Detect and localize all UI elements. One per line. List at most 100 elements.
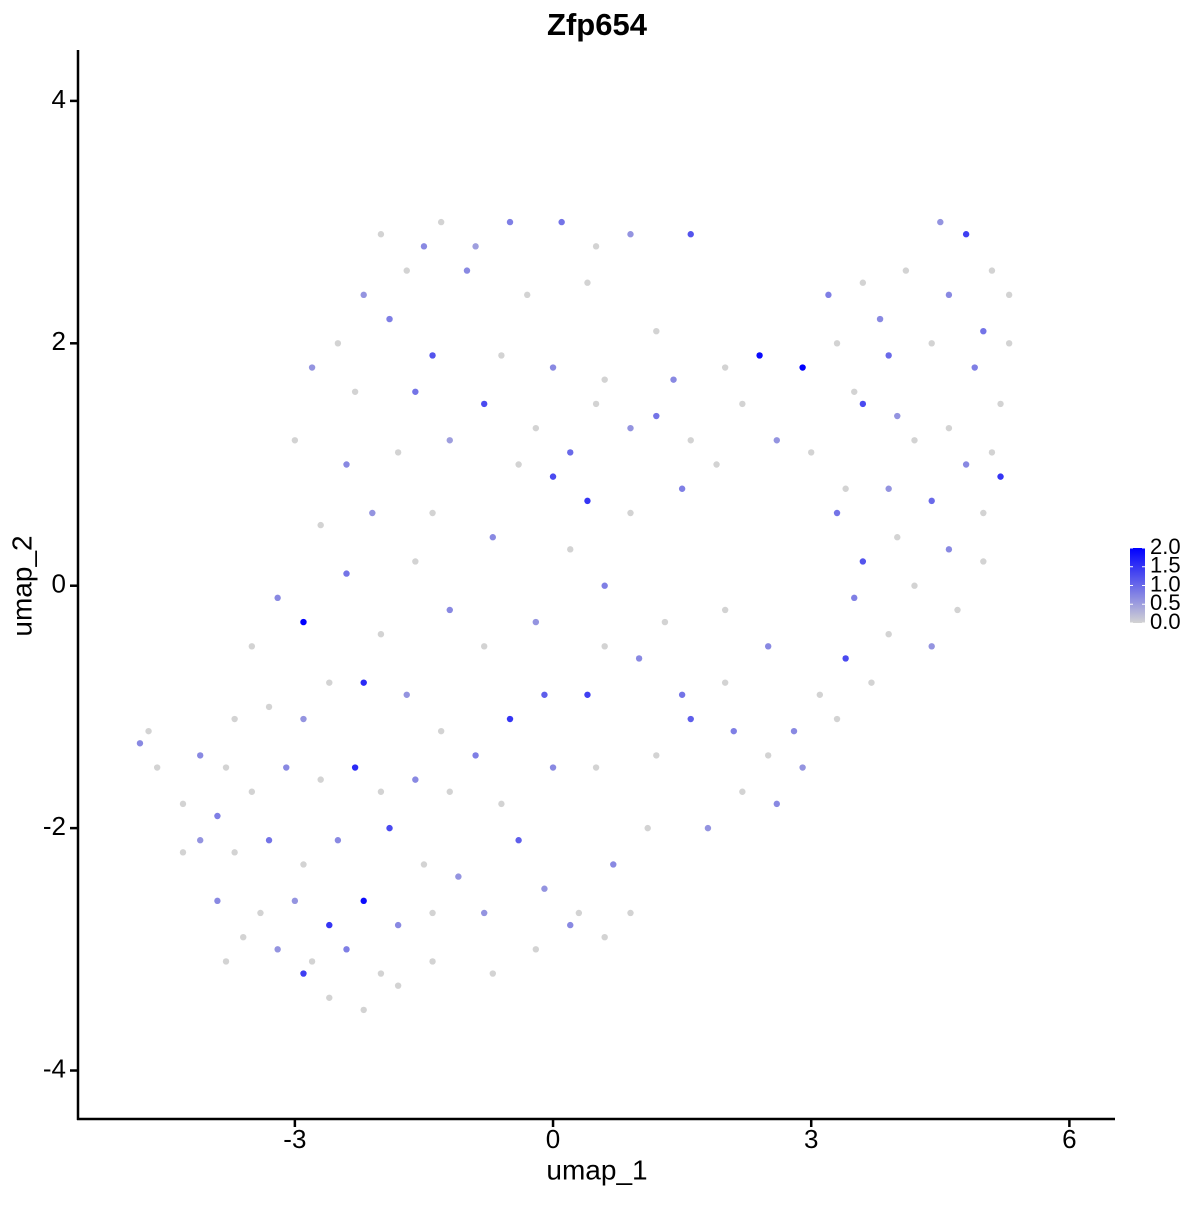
point [541, 691, 548, 698]
point [687, 715, 694, 723]
point [687, 231, 694, 238]
point [859, 279, 867, 286]
point [808, 449, 815, 456]
point [524, 291, 531, 299]
point [894, 412, 901, 420]
point [360, 897, 367, 905]
point [962, 461, 970, 468]
point [928, 340, 935, 347]
x-tick-label: 0 [546, 1124, 560, 1154]
point [988, 449, 996, 456]
point [868, 679, 875, 686]
x-tick-label: 3 [804, 1124, 818, 1154]
y-tick-label: 2 [52, 326, 66, 356]
point [480, 400, 488, 408]
x-axis-label: umap_1 [546, 1154, 647, 1185]
point [222, 958, 230, 965]
point [377, 788, 385, 795]
y-tick-label: -4 [43, 1053, 66, 1083]
point [730, 727, 737, 735]
point [377, 630, 385, 638]
point [360, 291, 367, 299]
point [653, 327, 660, 335]
colorbar-label: 0.0 [1150, 609, 1181, 634]
point [472, 243, 479, 250]
point [300, 618, 307, 626]
point [489, 970, 496, 977]
point [601, 376, 608, 383]
point [326, 994, 333, 1001]
point [437, 218, 445, 226]
point [403, 691, 410, 698]
point [317, 521, 324, 529]
point [429, 909, 436, 917]
point [179, 800, 187, 808]
point [532, 618, 540, 626]
point [1005, 291, 1013, 299]
point [627, 509, 634, 517]
point [902, 267, 910, 274]
point [825, 291, 832, 299]
point [403, 267, 410, 274]
point [773, 800, 780, 808]
point [833, 509, 841, 517]
point [687, 437, 694, 444]
point [326, 679, 333, 686]
point [248, 788, 256, 795]
point [498, 800, 505, 808]
y-tick-label: -2 [43, 811, 66, 841]
point [584, 497, 591, 505]
point [549, 764, 557, 771]
point [472, 752, 479, 759]
point [283, 764, 290, 771]
point [386, 824, 393, 832]
point [756, 352, 763, 359]
point [145, 727, 152, 735]
point [833, 715, 841, 723]
point [764, 643, 772, 650]
point [842, 485, 849, 492]
point [885, 630, 892, 638]
point [584, 279, 591, 286]
point [240, 933, 247, 941]
point [300, 715, 307, 723]
point [928, 497, 935, 505]
point [549, 473, 557, 480]
point [489, 534, 496, 541]
point [980, 558, 987, 565]
point [549, 364, 557, 371]
point [532, 424, 540, 432]
point [704, 824, 712, 832]
x-tick-label: -3 [283, 1124, 306, 1154]
point [764, 752, 772, 759]
point [911, 582, 918, 589]
point [833, 340, 841, 347]
point [575, 909, 583, 917]
point [601, 643, 608, 650]
point [412, 388, 419, 395]
point [300, 861, 307, 868]
point [627, 231, 634, 238]
point [463, 267, 471, 274]
point [377, 970, 385, 977]
point [911, 437, 918, 444]
point [308, 364, 316, 371]
point [721, 679, 729, 686]
point [954, 606, 961, 614]
point [197, 837, 204, 844]
point [773, 437, 780, 444]
point [274, 946, 281, 953]
colorbar-label: 1.0 [1150, 571, 1181, 596]
point [429, 352, 436, 359]
point [343, 946, 350, 953]
point [567, 546, 574, 553]
point [334, 837, 342, 844]
point [980, 327, 987, 335]
point [231, 715, 238, 723]
point [153, 764, 161, 771]
colorbar-label: 1.5 [1150, 553, 1181, 578]
point [627, 424, 634, 432]
point [635, 655, 643, 662]
point [343, 570, 350, 577]
point [541, 885, 548, 892]
